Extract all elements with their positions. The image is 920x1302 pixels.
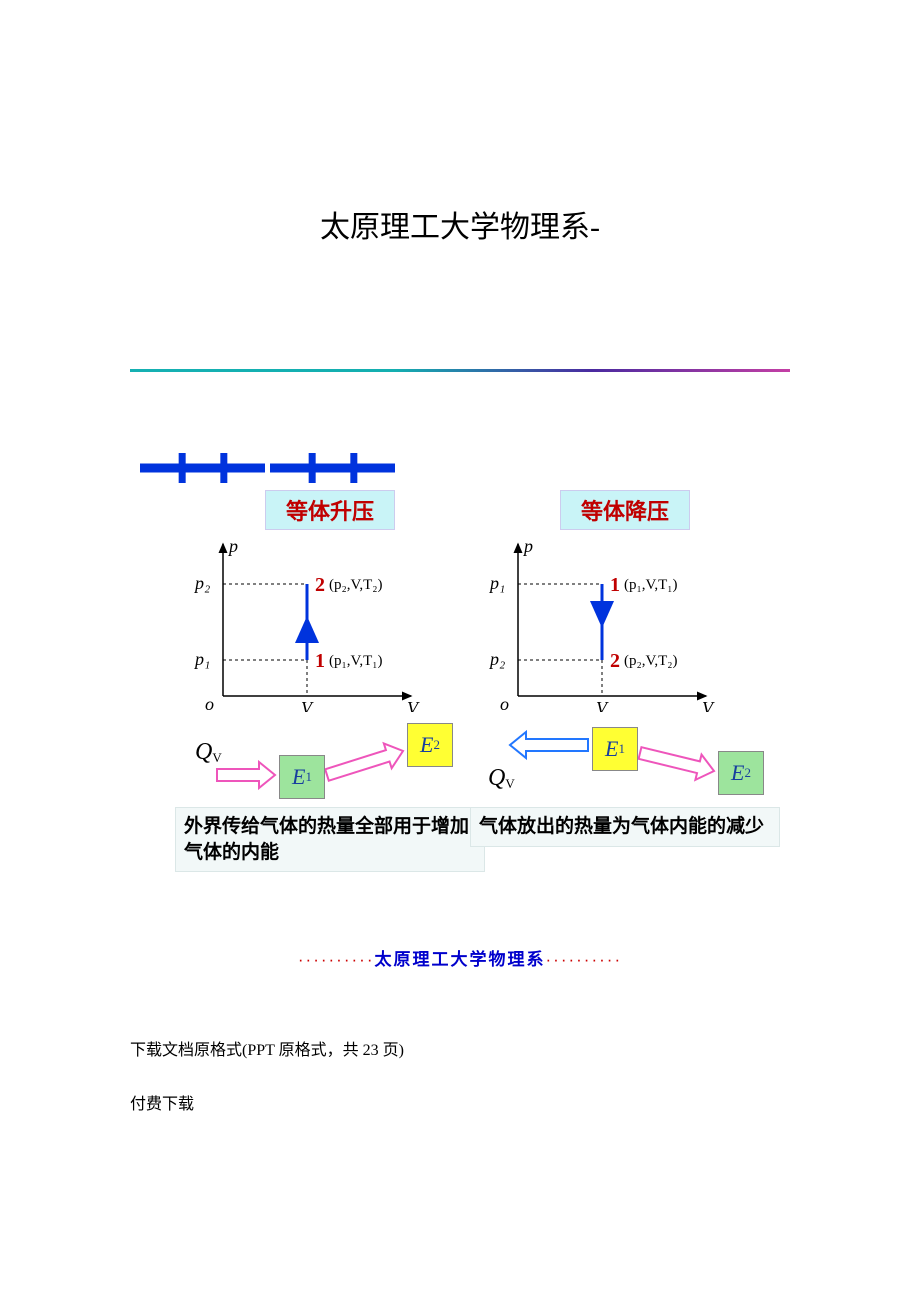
right-panel-title: 等体降压	[560, 490, 690, 530]
svg-text:p: p	[227, 536, 238, 556]
e1-box-left: E1	[279, 755, 325, 799]
right-pv-graph: o Vp Vp₁ p₂ 1(p₁,V,T₁) 2(p₂,V,T₂)	[470, 536, 720, 712]
right-energy-row: QV E1 E2	[470, 721, 780, 801]
right-caption: 气体放出的热量为气体内能的减少	[470, 807, 780, 847]
svg-text:(p₁,V,T₁): (p₁,V,T₁)	[624, 577, 678, 593]
svg-text:V: V	[407, 698, 420, 712]
svg-text:p₂: p₂	[193, 573, 210, 593]
svg-text:V: V	[702, 698, 715, 712]
e2-box-right: E2	[718, 751, 764, 795]
left-panel-title: 等体升压	[265, 490, 395, 530]
left-caption: 外界传给气体的热量全部用于增加气体的内能	[175, 807, 485, 872]
svg-text:p: p	[522, 536, 533, 556]
dots-left: ··········	[298, 950, 375, 969]
svg-text:V: V	[301, 698, 314, 712]
download-info: 下载文档原格式(PPT 原格式，共 23 页)	[130, 1036, 404, 1060]
svg-text:2: 2	[315, 574, 325, 596]
svg-text:p₁: p₁	[488, 573, 505, 593]
e2-box-left: E2	[407, 723, 453, 767]
svg-text:(p₂,V,T₂): (p₂,V,T₂)	[624, 653, 678, 669]
page-title: 太原理工大学物理系-	[0, 202, 920, 246]
svg-text:1: 1	[610, 574, 620, 596]
svg-text:(p₁,V,T₁): (p₁,V,T₁)	[329, 653, 383, 669]
svg-text:(p₂,V,T₂): (p₂,V,T₂)	[329, 577, 383, 593]
svg-text:p₂: p₂	[488, 649, 505, 669]
svg-text:p₁: p₁	[193, 649, 210, 669]
left-pv-graph: o Vp Vp₁ p₂ 1(p₁,V,T₁) 2(p₂,V,T₂)	[175, 536, 425, 712]
svg-text:1: 1	[315, 650, 325, 672]
svg-text:2: 2	[610, 650, 620, 672]
svg-text:o: o	[500, 694, 509, 712]
svg-text:V: V	[596, 698, 609, 712]
divider-rule	[130, 369, 790, 372]
slide-content: 等体升压 oVpVp₁p₂1(p₁,V,T₁)2(p₂,V,T₂) QV E1 …	[130, 450, 790, 976]
e1-box-right: E1	[592, 727, 638, 771]
slide-footer: ··········太原理工大学物理系··········	[130, 945, 790, 970]
left-panel: 等体升压 o Vp Vp₁ p₂ 1(p₁,V,T₁) 2(p₂,V,T₂) QV E1 …	[175, 490, 485, 872]
left-energy-row: QV E1 E2	[175, 721, 485, 801]
paid-download-link[interactable]: 付费下载	[130, 1090, 194, 1114]
right-panel: 等体降压 o Vp Vp₁ p₂ 1(p₁,V,T₁) 2(p₂,V,T₂) QV E1 …	[470, 490, 780, 847]
footer-text: 太原理工大学物理系	[375, 950, 546, 969]
svg-text:o: o	[205, 694, 214, 712]
dots-right: ··········	[546, 950, 623, 969]
decoration-bars	[135, 450, 395, 486]
